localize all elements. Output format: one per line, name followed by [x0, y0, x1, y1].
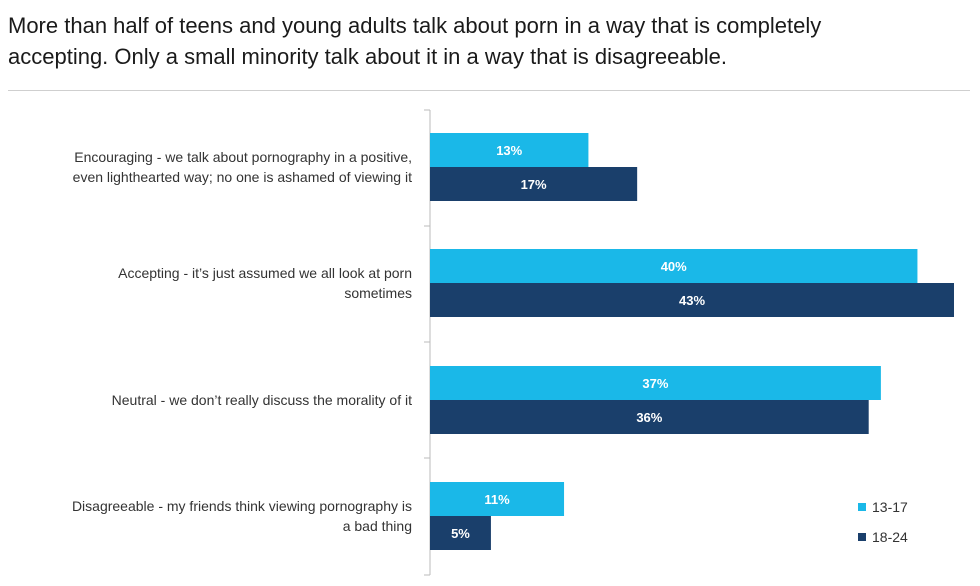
legend-label: 13-17: [872, 499, 908, 515]
title-divider: [8, 90, 970, 91]
category-label: Disagreeable - my friends think viewing …: [72, 498, 412, 534]
category-label-line: a bad thing: [343, 518, 412, 534]
category-label-line: sometimes: [344, 285, 412, 301]
bar-13-17: [430, 133, 589, 167]
legend-swatch-18-24: [858, 533, 866, 541]
bar-18-24: [430, 283, 954, 317]
data-label: 37%: [642, 376, 668, 391]
data-label: 13%: [496, 143, 522, 158]
data-label: 17%: [521, 177, 547, 192]
category-label-line: Neutral - we don’t really discuss the mo…: [112, 392, 412, 408]
bar-18-24: [430, 400, 869, 434]
category-label: Neutral - we don’t really discuss the mo…: [112, 392, 412, 408]
chart-title-line-1: More than half of teens and young adults…: [8, 13, 822, 38]
bar-18-24: [430, 167, 638, 201]
chart-title-line-2: accepting. Only a small minority talk ab…: [8, 44, 728, 69]
data-label: 36%: [636, 410, 662, 425]
category-label-line: Accepting - it’s just assumed we all loo…: [118, 265, 412, 281]
data-label: 11%: [484, 492, 510, 507]
category-label: Encouraging - we talk about pornography …: [73, 149, 412, 185]
category-label-line: even lighthearted way; no one is ashamed…: [73, 169, 412, 185]
category-label-line: Disagreeable - my friends think viewing …: [72, 498, 412, 514]
bar-18-24: [430, 516, 491, 550]
bar-13-17: [430, 366, 881, 400]
legend-label: 18-24: [872, 529, 908, 545]
category-label-line: Encouraging - we talk about pornography …: [74, 149, 412, 165]
data-label: 40%: [661, 259, 687, 274]
legend-swatch-13-17: [858, 503, 866, 511]
category-label: Accepting - it’s just assumed we all loo…: [118, 265, 412, 301]
data-label: 5%: [451, 526, 470, 541]
bar-13-17: [430, 482, 565, 516]
chart-title: More than half of teens and young adults…: [8, 10, 968, 72]
bar-13-17: [430, 249, 918, 283]
data-label: 43%: [679, 293, 705, 308]
